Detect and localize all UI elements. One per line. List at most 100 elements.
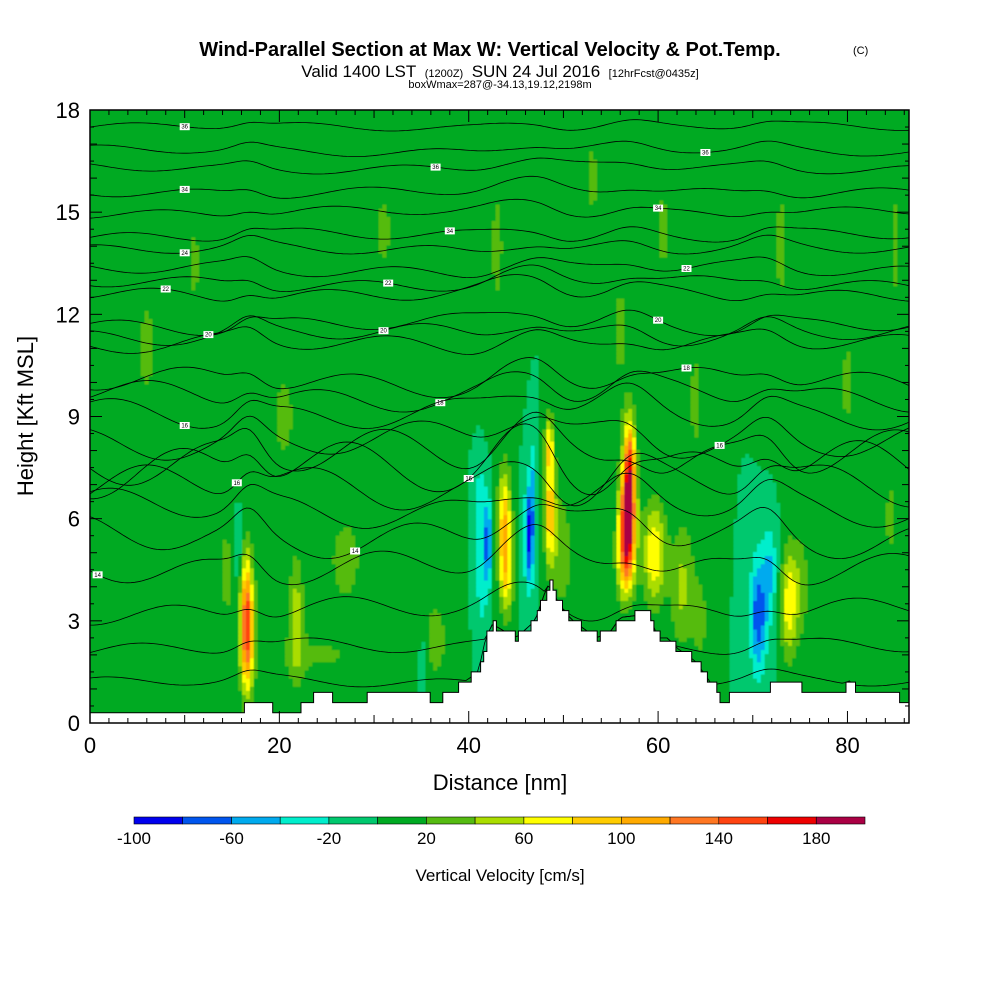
field-cell [760, 657, 766, 663]
field-cell [636, 420, 692, 426]
field-cell [636, 506, 641, 512]
field-cell [846, 355, 852, 360]
field-cell [550, 457, 555, 463]
field-cell [651, 494, 660, 499]
field-cell [148, 314, 618, 320]
field-cell [238, 678, 243, 683]
field-cell [292, 604, 302, 610]
field-cell [238, 682, 243, 687]
field-cell [499, 261, 777, 266]
field-cell [491, 612, 504, 618]
field-cell [257, 669, 290, 675]
field-cell [522, 535, 528, 540]
isentrope-line [90, 315, 909, 347]
field-cell [651, 575, 657, 581]
field-cell [784, 232, 894, 238]
field-cell [499, 236, 660, 242]
field-cell [534, 535, 540, 540]
field-cell [499, 539, 504, 544]
field-cell [507, 535, 512, 540]
field-cell [522, 547, 528, 552]
field-cell [242, 555, 251, 561]
field-cell [698, 383, 844, 389]
field-cell [663, 571, 680, 577]
field-cell [764, 641, 770, 646]
field-cell [636, 559, 645, 565]
field-cell [534, 530, 540, 536]
field-cell [546, 510, 555, 516]
field-cell [429, 624, 446, 630]
field-cell [257, 629, 290, 634]
field-cell [784, 547, 805, 552]
field-cell [667, 208, 781, 213]
field-cell [538, 498, 543, 503]
field-cell [897, 232, 909, 238]
field-cell [90, 584, 224, 589]
field-cell [522, 420, 540, 426]
field-cell [554, 539, 559, 544]
field-cell [663, 539, 672, 544]
field-cell [795, 620, 805, 626]
field-cell [503, 616, 512, 622]
field-cell [491, 579, 501, 585]
field-cell [569, 547, 614, 552]
field-cell [538, 620, 676, 626]
field-cell [550, 428, 555, 434]
field-cell [546, 428, 551, 434]
field-cell [784, 653, 797, 659]
field-cell [784, 261, 894, 266]
field-cell [624, 526, 633, 532]
field-cell [620, 424, 625, 430]
field-cell [90, 592, 224, 597]
field-cell [519, 612, 540, 618]
field-cell [799, 604, 809, 610]
field-cell [749, 588, 754, 593]
field-cell [90, 555, 224, 561]
field-cell [624, 318, 909, 324]
field-cell [191, 253, 200, 258]
field-cell [534, 522, 540, 528]
field-cell [776, 592, 781, 597]
isentrope-label-bg [179, 185, 190, 193]
field-cell [335, 571, 356, 577]
field-cell [753, 629, 758, 634]
field-cell [667, 514, 738, 520]
field-cell [792, 620, 797, 626]
field-cell [495, 281, 501, 287]
field-cell [491, 539, 497, 544]
field-cell [542, 539, 547, 544]
field-cell [885, 526, 894, 532]
field-cell [667, 228, 777, 234]
field-cell [491, 502, 497, 508]
field-cell [546, 563, 551, 569]
field-cell [538, 441, 543, 446]
field-cell [558, 592, 567, 597]
field-cell [784, 265, 894, 270]
field-cell [308, 665, 419, 671]
isentrope-label: 20 [205, 333, 212, 339]
field-cell [764, 657, 777, 663]
field-cell [538, 555, 547, 561]
field-cell [257, 665, 290, 671]
field-cell [222, 559, 231, 565]
field-cell [472, 436, 485, 442]
field-cell [515, 530, 520, 536]
field-cell [795, 596, 801, 601]
field-cell [507, 563, 512, 569]
field-cell [624, 551, 629, 557]
field-cell [616, 330, 625, 336]
field-cell [421, 645, 426, 651]
field-cell [780, 600, 785, 606]
field-cell [733, 575, 750, 581]
field-cell [542, 522, 547, 528]
field-cell [304, 608, 434, 614]
field-cell [359, 555, 469, 561]
field-cell [242, 547, 247, 552]
field-cell [499, 551, 504, 557]
field-cell [538, 571, 547, 577]
field-cell [612, 535, 618, 540]
field-cell [526, 530, 532, 536]
field-cell [776, 612, 781, 618]
field-cell [620, 477, 625, 483]
field-cell [756, 596, 766, 601]
